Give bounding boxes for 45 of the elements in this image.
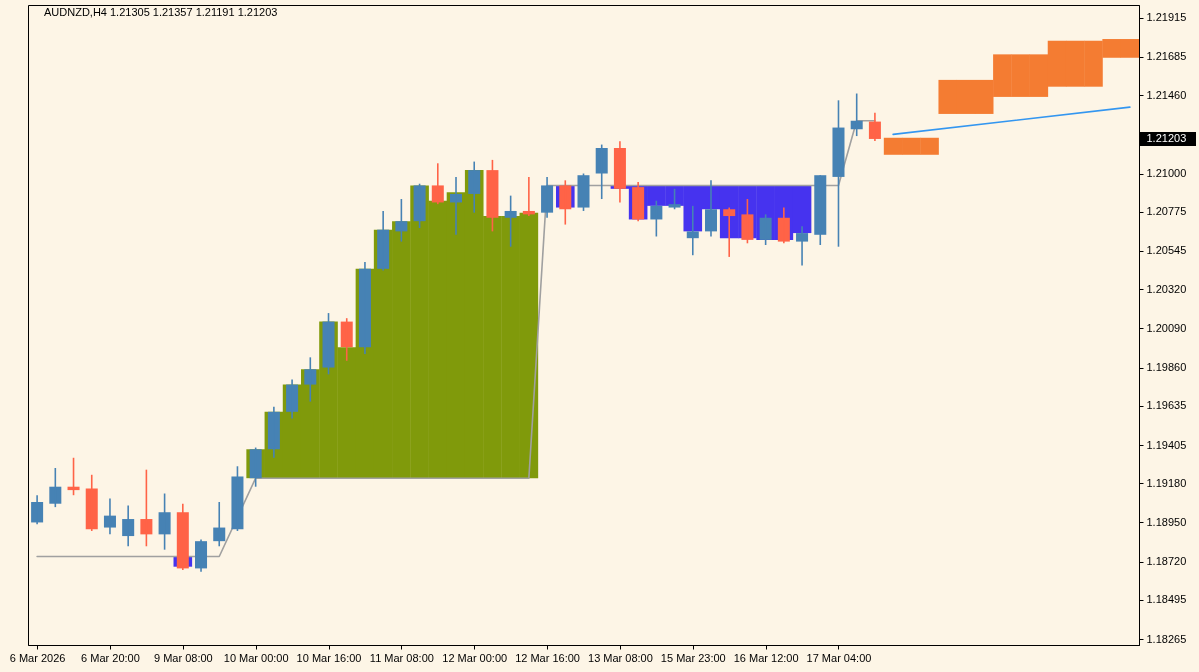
x-tick-label: 10 Mar 00:00 (223, 651, 289, 664)
x-tick-label: 16 Mar 12:00 (733, 651, 799, 664)
y-tick-label: 1.19180 (1146, 476, 1187, 489)
y-tick-label: 1.18495 (1146, 593, 1187, 606)
candlestick (322, 312, 335, 376)
candlestick (49, 467, 62, 508)
y-tick-label: 1.21000 (1146, 167, 1187, 180)
candlestick (158, 492, 171, 551)
y-tick-label: 1.18265 (1146, 632, 1187, 645)
x-tick-label: 10 Mar 16:00 (296, 651, 362, 664)
y-tick-label: 1.21203 (1146, 132, 1187, 145)
y-tick-label: 1.19635 (1146, 399, 1187, 412)
y-tick-label: 1.20775 (1146, 205, 1187, 218)
y-tick-label: 1.18950 (1146, 515, 1187, 528)
y-tick-label: 1.20320 (1146, 282, 1187, 295)
y-tick-label: 1.21915 (1146, 11, 1187, 24)
x-tick-label: 13 Mar 08:00 (588, 651, 653, 664)
x-tick-label: 11 Mar 08:00 (369, 651, 434, 664)
x-tick-label: 9 Mar 08:00 (153, 651, 213, 664)
candlestick (741, 198, 754, 245)
y-tick-label: 1.18720 (1146, 555, 1187, 568)
y-tick-label: 1.19405 (1146, 438, 1187, 451)
candlestick (413, 182, 426, 229)
y-tick-label: 1.20090 (1146, 321, 1187, 334)
y-tick-label: 1.21460 (1146, 88, 1187, 101)
x-tick-label: 17 Mar 04:00 (806, 651, 872, 664)
candlestick (304, 356, 317, 403)
y-tick-label: 1.20545 (1146, 244, 1187, 257)
candlestick (249, 446, 262, 488)
x-tick-label: 12 Mar 16:00 (515, 651, 580, 664)
y-tick-label: 1.19860 (1146, 361, 1187, 374)
candlestick (504, 194, 517, 248)
candlestick (231, 465, 244, 532)
candlestick (832, 99, 845, 248)
candlestick (759, 213, 772, 246)
candlestick (486, 159, 499, 233)
candlestick (140, 468, 153, 548)
y-tick-label: 1.21685 (1146, 50, 1187, 63)
candlestick (577, 172, 590, 212)
x-tick-label: 15 Mar 23:00 (660, 651, 726, 664)
x-tick-label: 6 Mar 2026 (9, 651, 66, 664)
chart-title: AUDNZD,H4 1.21305 1.21357 1.21191 1.21203 (44, 6, 278, 18)
candlestick (668, 188, 681, 211)
x-tick-label: 6 Mar 20:00 (81, 651, 140, 664)
x-tick-label: 12 Mar 00:00 (442, 651, 508, 664)
